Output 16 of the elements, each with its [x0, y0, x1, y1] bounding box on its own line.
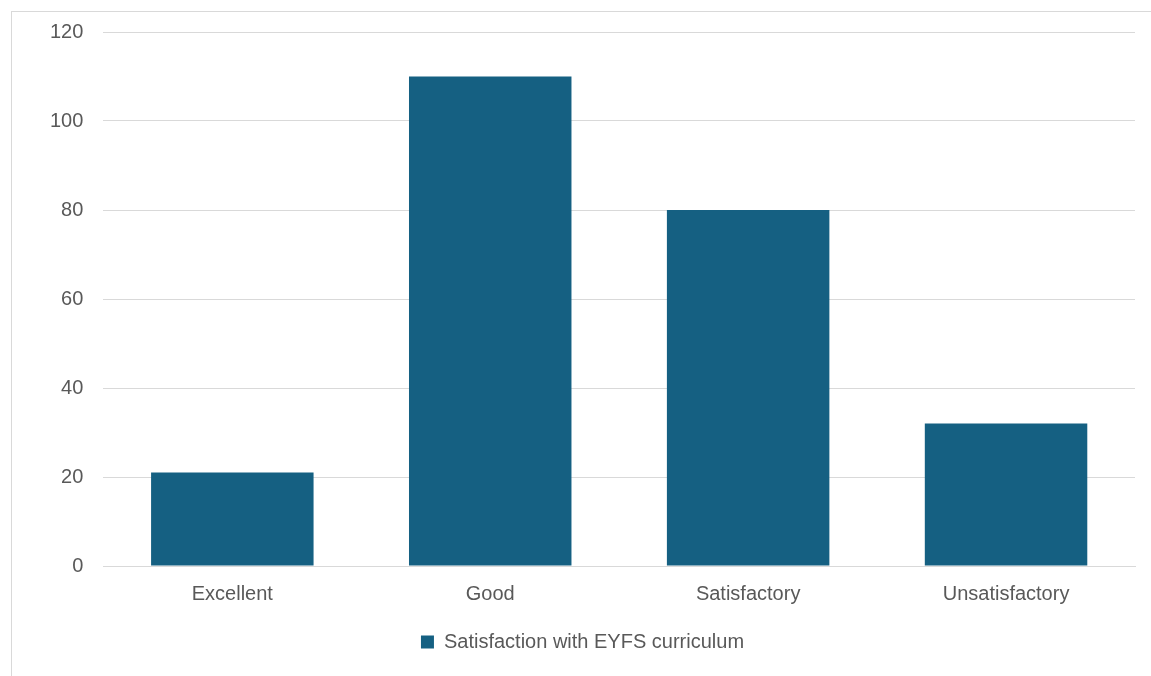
y-tick-label: 40	[61, 375, 84, 398]
legend-label: Satisfaction with EYFS curriculum	[443, 629, 745, 652]
x-tick-label: Satisfactory	[695, 581, 801, 604]
y-tick-label: 20	[61, 464, 84, 487]
x-tick-label: Good	[465, 581, 515, 604]
bar	[666, 210, 830, 566]
x-tick-label: Excellent	[191, 581, 274, 604]
bar	[924, 423, 1088, 566]
y-tick-label: 80	[61, 197, 84, 220]
bar	[408, 76, 572, 566]
y-tick-label: 0	[72, 553, 84, 576]
bar	[151, 472, 314, 566]
y-tick-label: 60	[61, 286, 84, 309]
y-tick-label: 100	[49, 108, 84, 131]
y-tick-label: 120	[49, 19, 84, 42]
x-tick-label: Unsatisfactory	[942, 581, 1070, 604]
